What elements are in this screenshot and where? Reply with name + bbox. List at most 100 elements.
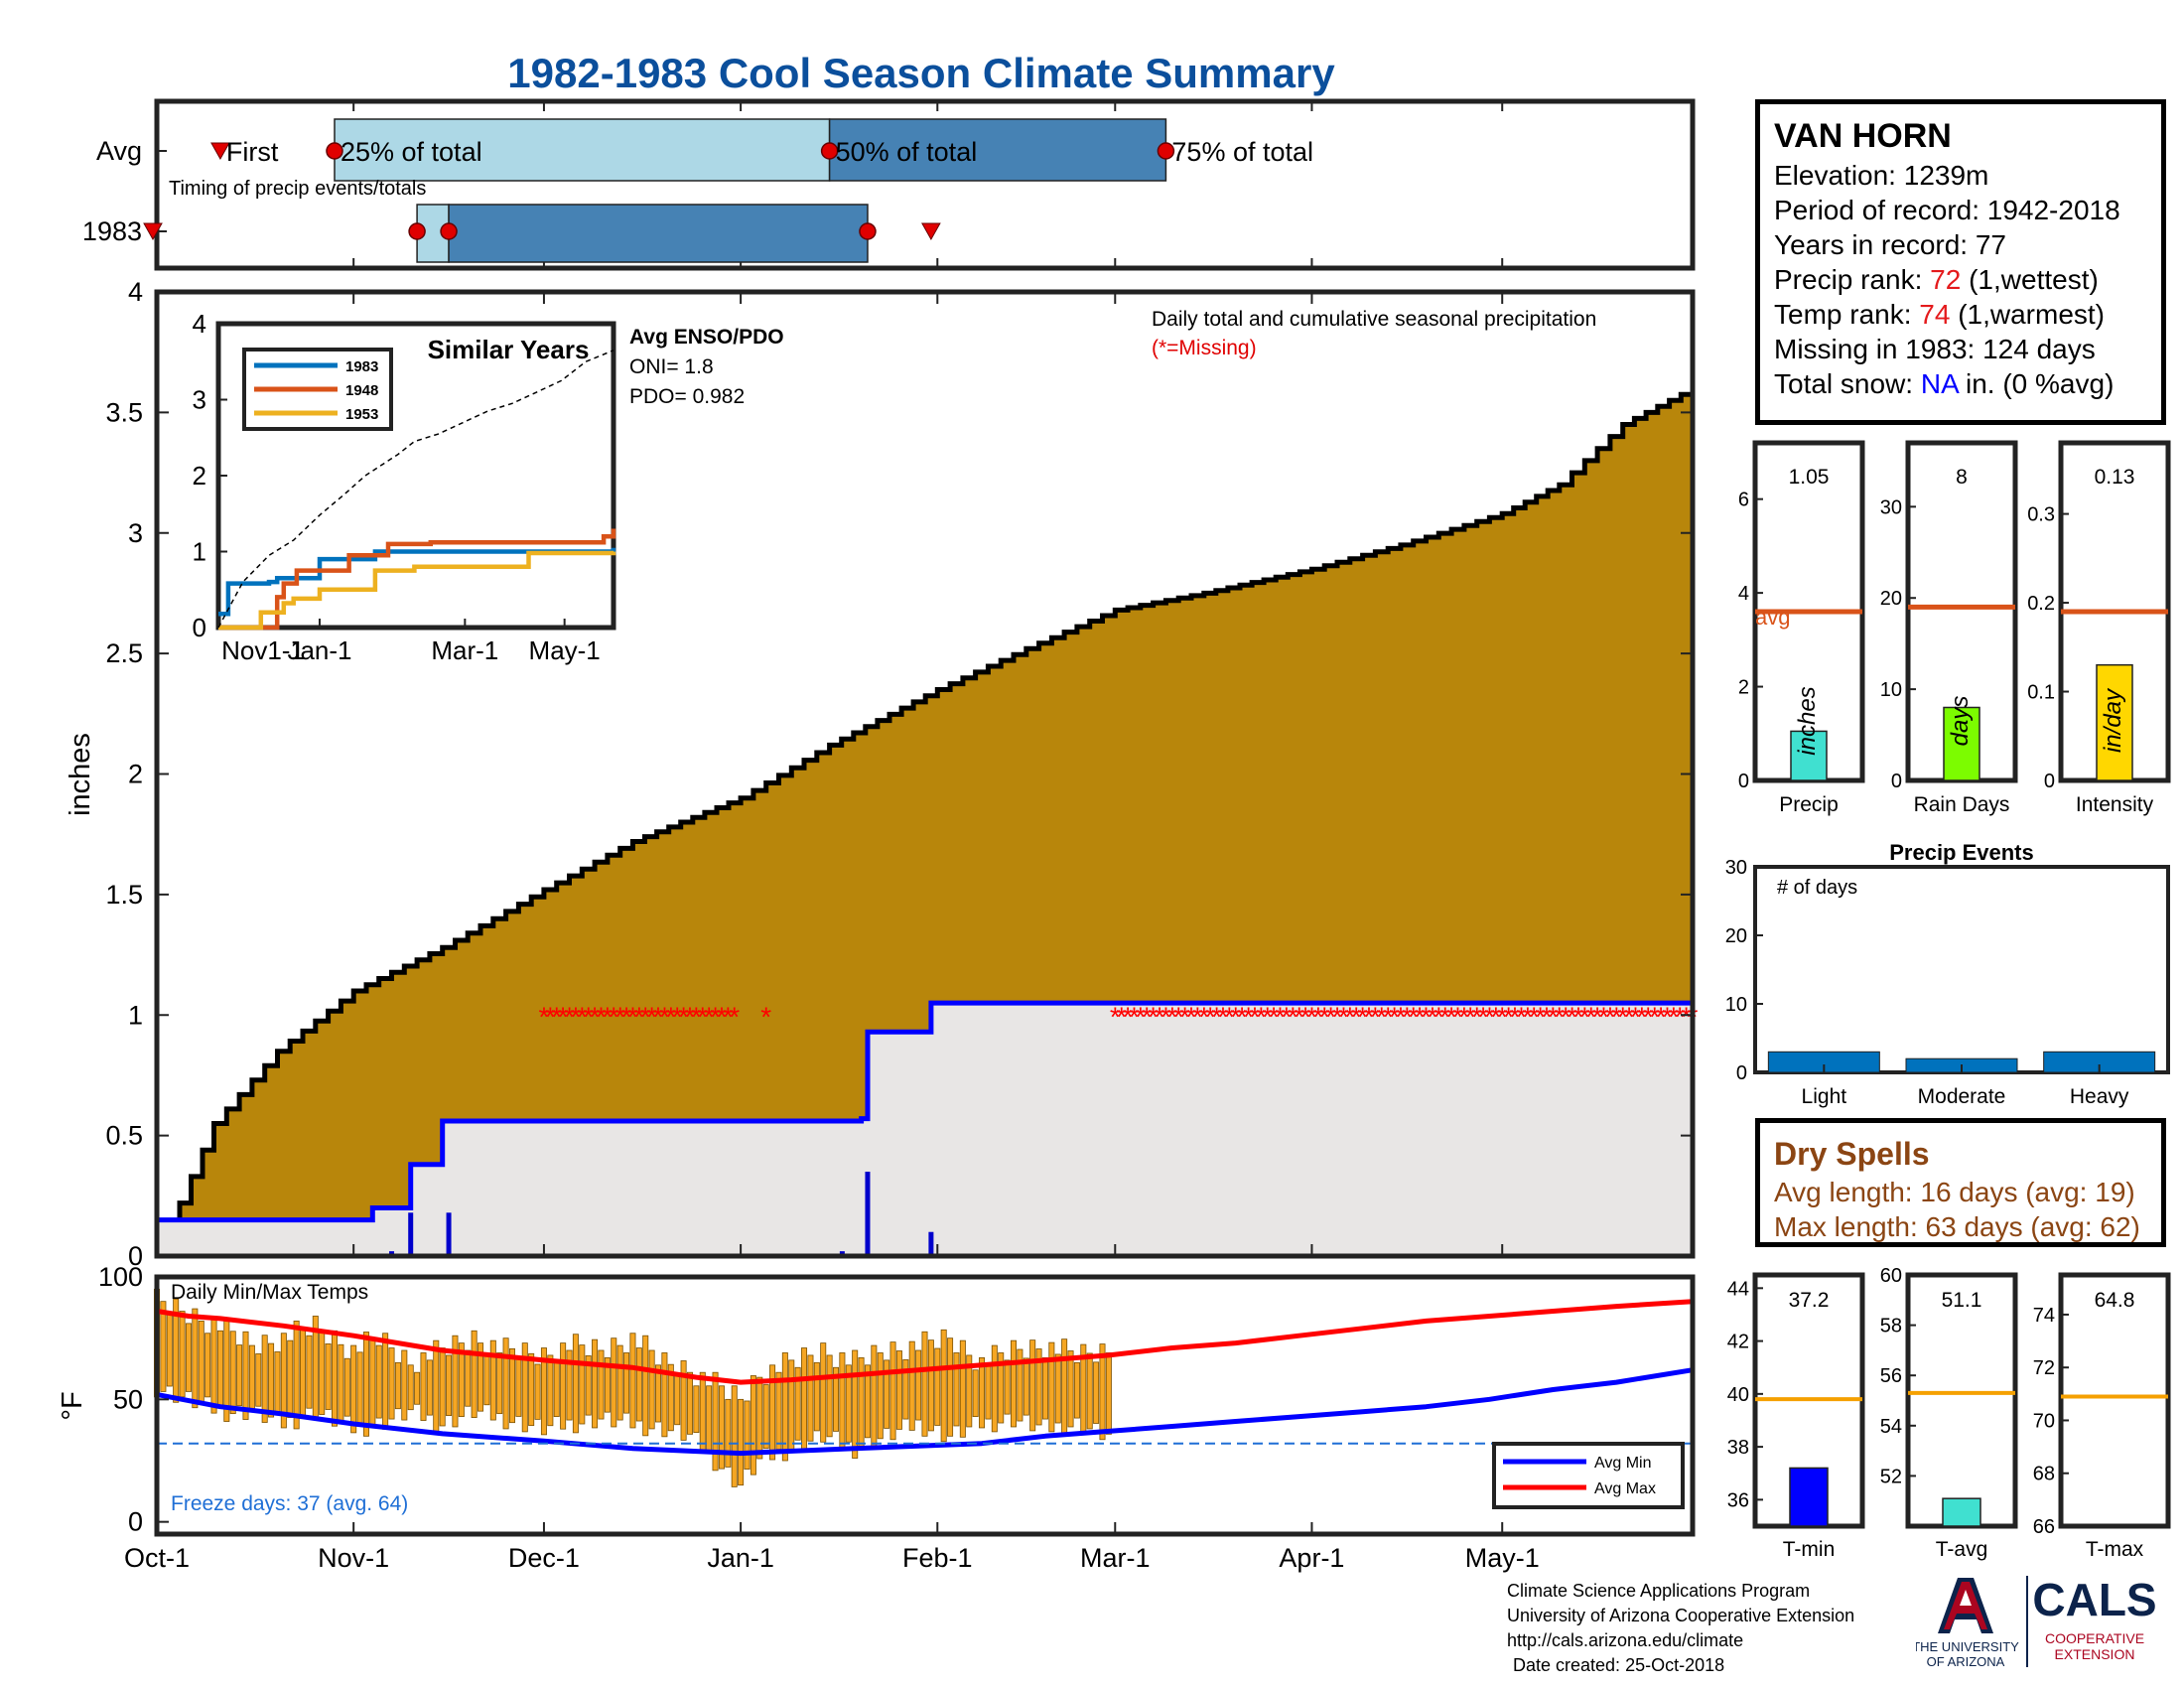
daily-temp-bar-108 xyxy=(839,1352,846,1449)
daily-temp-bar-73 xyxy=(616,1344,623,1421)
daily-temp-bar-15 xyxy=(248,1344,255,1413)
missing-day-marker-31: * xyxy=(760,1001,771,1032)
missing-day-marker-46: * xyxy=(1198,1001,1209,1032)
daily-temp-bar-72 xyxy=(611,1337,617,1428)
missing-day-marker-43: * xyxy=(1179,1001,1190,1032)
dry-spell-avg-text: Avg length: 16 days (avg: 19) xyxy=(1774,1177,2135,1207)
daily-temp-bar-42 xyxy=(420,1352,427,1421)
footer-line-url[interactable]: http://cals.arizona.edu/climate xyxy=(1507,1630,1744,1650)
daily-temp-bar-95 xyxy=(756,1376,763,1460)
daily-temp-bar-5 xyxy=(185,1323,192,1392)
missing-day-marker-114: * xyxy=(1630,1001,1641,1032)
precip-events-panel: Precip Events # of days 0 10 20 30 Light Modera… xyxy=(1725,840,2170,1108)
missing-day-marker-113: * xyxy=(1624,1001,1635,1032)
daily-temp-bar-48 xyxy=(458,1342,465,1417)
daily-temp-bar-51 xyxy=(478,1342,484,1412)
daily-temp-bar-85 xyxy=(693,1385,700,1434)
tstat-ytick-label-0-2: 40 xyxy=(1727,1384,1749,1406)
stat-bar-0 xyxy=(1790,730,1828,781)
missing-day-marker-37: * xyxy=(1142,1001,1153,1032)
temp-rank-text: Temp rank: 74 (1,warmest) xyxy=(1774,297,2147,332)
daily-temp-bar-22 xyxy=(293,1321,300,1430)
daily-temp-bar-79 xyxy=(655,1364,662,1423)
missing-day-marker-19: * xyxy=(659,1001,670,1032)
daily-temp-bar-67 xyxy=(579,1344,586,1425)
daily-temp-bar-147 xyxy=(1086,1352,1093,1430)
missing-day-marker-63: * xyxy=(1306,1001,1317,1032)
daily-temp-bar-37 xyxy=(388,1347,395,1420)
missing-day-marker-90: * xyxy=(1478,1001,1489,1032)
daily-temp-bar-118 xyxy=(902,1358,909,1420)
temperature-panel: 0 50 100 Oct-1 Nov-1 Dec-1 Jan-1 Feb-1 Mar-1 Apr-… xyxy=(57,1262,1696,1573)
temperature-stats-panels: 36 38 40 42 44 37.2 T-min 52 54 56 58 60 51.1 T-avg 66… xyxy=(1727,1265,2171,1561)
events-title: Precip Events xyxy=(1889,840,2034,865)
daily-temp-bar-81 xyxy=(667,1363,674,1432)
missing-days-text: Missing in 1983: 124 days xyxy=(1774,334,2096,364)
missing-day-marker-81: * xyxy=(1421,1001,1432,1032)
daily-temp-bar-52 xyxy=(483,1354,490,1406)
daily-temp-bar-131 xyxy=(985,1364,992,1420)
events-category-label-0: Light xyxy=(1802,1085,1847,1108)
snow-value: NA xyxy=(1920,368,1959,399)
daily-temp-bar-49 xyxy=(465,1349,472,1407)
missing-day-marker-84: * xyxy=(1439,1001,1450,1032)
daily-temp-bar-39 xyxy=(401,1349,408,1421)
daily-temp-bar-63 xyxy=(553,1361,560,1418)
missing-day-marker-115: * xyxy=(1636,1001,1647,1032)
daily-temp-bar-100 xyxy=(788,1359,795,1452)
missing-day-marker-35: * xyxy=(1129,1001,1140,1032)
daily-temp-bar-69 xyxy=(592,1338,599,1429)
cals-text: CALS xyxy=(2032,1574,2156,1625)
tstat-bar-1 xyxy=(1942,1497,1981,1527)
missing-day-marker-99: * xyxy=(1535,1001,1546,1032)
temp-xtick-label-5: Mar-1 xyxy=(1080,1543,1151,1573)
inset-legend-label-1948: 1948 xyxy=(345,382,378,399)
tstat-ytick-label-1-1: 54 xyxy=(1880,1416,1902,1438)
daily-temp-bar-130 xyxy=(979,1357,986,1429)
temp-xtick-label-0: Oct-1 xyxy=(124,1543,190,1573)
inset-xtick-label-0: Nov1-1 xyxy=(221,635,305,665)
freeze-days-label: Freeze days: 37 (avg. 64) xyxy=(171,1492,408,1515)
cooperative-text: COOPERATIVE xyxy=(2045,1630,2144,1646)
missing-day-marker-22: * xyxy=(678,1001,689,1032)
daily-temp-bar-27 xyxy=(325,1343,332,1410)
daily-temp-bar-109 xyxy=(845,1364,852,1443)
events-ytick-label-3: 30 xyxy=(1725,857,1747,879)
daily-precip-bar-2 xyxy=(446,1212,452,1256)
missing-day-marker-71: * xyxy=(1357,1001,1368,1032)
daily-temp-bar-1 xyxy=(160,1301,167,1392)
daily-temp-bar-38 xyxy=(394,1361,401,1410)
missing-day-marker-73: * xyxy=(1370,1001,1381,1032)
daily-temp-bar-44 xyxy=(433,1339,440,1432)
daily-temp-bar-145 xyxy=(1073,1361,1080,1419)
daily-temp-bar-121 xyxy=(921,1331,928,1437)
daily-temp-bar-10 xyxy=(216,1330,223,1409)
stat-category-label-0: Precip xyxy=(1779,793,1839,816)
tstat-ytick-label-2-3: 72 xyxy=(2033,1357,2055,1379)
missing-day-marker-30: * xyxy=(729,1001,740,1032)
precip-ytick-label-5: 2.5 xyxy=(105,638,143,668)
missing-day-marker-47: * xyxy=(1205,1001,1216,1032)
missing-day-marker-104: * xyxy=(1567,1001,1577,1032)
avg-75-label: 75% of total xyxy=(1171,137,1313,167)
missing-day-marker-58: * xyxy=(1275,1001,1286,1032)
daily-temp-bar-114 xyxy=(877,1352,884,1440)
avg-first-marker xyxy=(210,142,230,161)
missing-day-marker-25: * xyxy=(697,1001,708,1032)
avg-25-marker xyxy=(326,142,343,160)
daily-temp-bar-66 xyxy=(572,1334,579,1434)
stat-ytick-label-1-2: 20 xyxy=(1880,588,1902,610)
missing-day-marker-88: * xyxy=(1465,1001,1476,1032)
daily-temp-bar-16 xyxy=(255,1353,262,1407)
daily-temp-bar-74 xyxy=(623,1352,630,1414)
daily-temp-bar-148 xyxy=(1093,1361,1100,1424)
legend-avg-min-label: Avg Min xyxy=(1594,1455,1652,1472)
missing-day-marker-68: * xyxy=(1338,1001,1349,1032)
missing-day-marker-100: * xyxy=(1542,1001,1553,1032)
missing-day-marker-97: * xyxy=(1522,1001,1533,1032)
avg-first-label: First xyxy=(226,137,279,167)
avg-max-temp-line xyxy=(156,1299,1694,1385)
year-first-marker xyxy=(143,222,163,241)
precip-ytick-label-2: 1 xyxy=(128,1000,143,1030)
daily-temp-bar-119 xyxy=(908,1340,915,1431)
